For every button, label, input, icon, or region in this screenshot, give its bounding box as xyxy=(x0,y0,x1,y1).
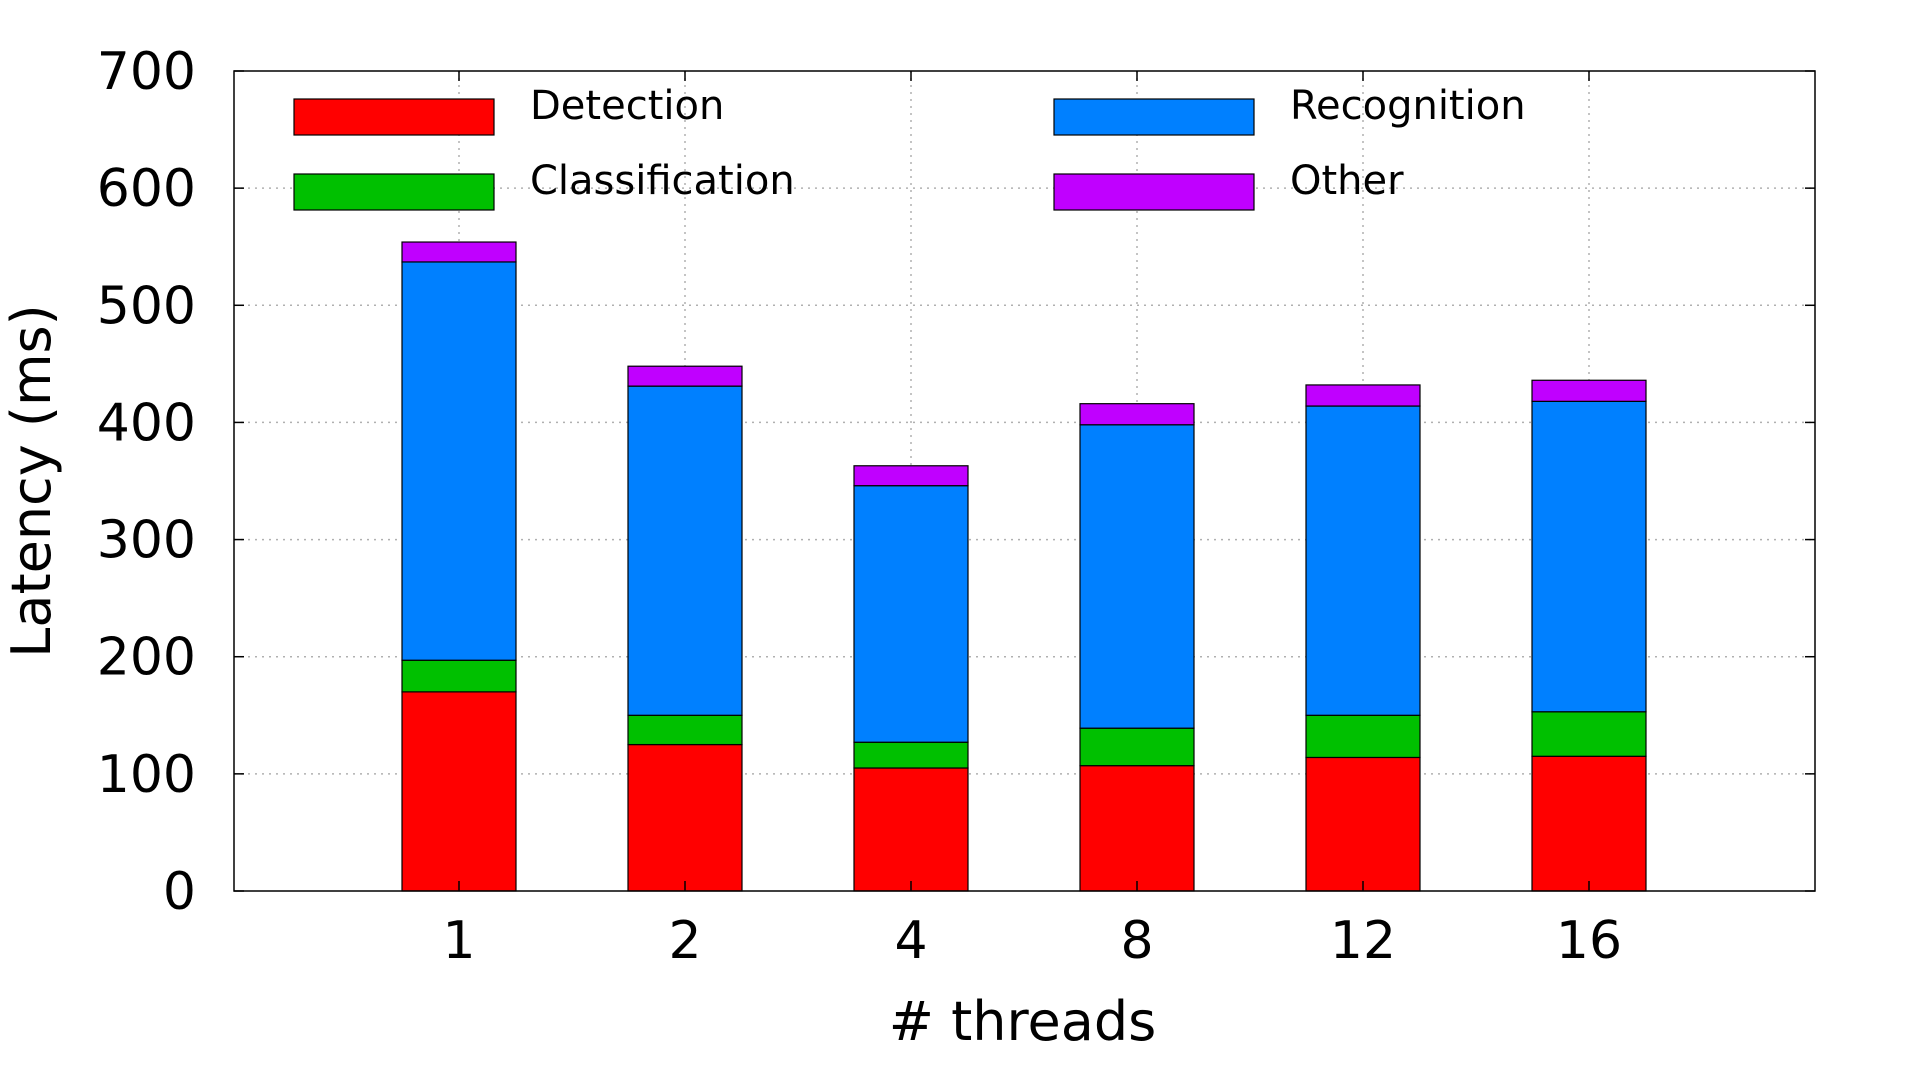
bar-segment-detection-2 xyxy=(627,743,743,892)
y-tick-labels: 0 100 200 300 400 500 600 700 xyxy=(97,42,196,922)
bar-segment-detection-16 xyxy=(1531,755,1647,892)
x-tick-labels: 1 2 4 8 12 16 xyxy=(442,911,1622,971)
y-tick-label: 300 xyxy=(97,511,196,571)
bar-segment-recognition-2 xyxy=(627,385,743,716)
x-tick-label: 12 xyxy=(1330,911,1396,971)
bar-segment-other-1 xyxy=(401,241,517,263)
bar-segment-detection-12 xyxy=(1305,756,1421,892)
x-tick-label: 16 xyxy=(1556,911,1622,971)
x-tick-label: 1 xyxy=(442,911,475,971)
y-tick-label: 600 xyxy=(97,159,196,219)
x-tick-label: 2 xyxy=(668,911,701,971)
y-tick-label: 100 xyxy=(97,745,196,805)
legend-swatch-classification xyxy=(293,173,495,211)
bar-segment-detection-8 xyxy=(1079,765,1195,892)
legend-label-classification: Classification xyxy=(530,158,795,204)
bar-segment-detection-4 xyxy=(853,767,969,892)
y-tick-label: 0 xyxy=(163,862,196,922)
bar-segment-classification-4 xyxy=(853,741,969,769)
y-tick-label: 700 xyxy=(97,42,196,102)
y-tick-label: 200 xyxy=(97,628,196,688)
bar-segment-recognition-16 xyxy=(1531,400,1647,713)
bar-segment-classification-12 xyxy=(1305,714,1421,759)
plot-frame xyxy=(233,70,1816,892)
bar-segment-other-4 xyxy=(853,465,969,487)
legend-label-other: Other xyxy=(1290,158,1404,204)
legend-label-recognition: Recognition xyxy=(1290,83,1526,129)
x-tick-label: 8 xyxy=(1120,911,1153,971)
bar-segment-recognition-4 xyxy=(853,485,969,743)
legend-label-detection: Detection xyxy=(530,83,724,129)
bar-segment-recognition-12 xyxy=(1305,405,1421,716)
bar-segment-classification-1 xyxy=(401,659,517,693)
bar-segment-classification-2 xyxy=(627,714,743,746)
bar-segment-classification-16 xyxy=(1531,711,1647,757)
bar-segment-recognition-8 xyxy=(1079,424,1195,729)
bar-segment-other-12 xyxy=(1305,384,1421,407)
legend-swatch-other xyxy=(1053,173,1255,211)
bar-segment-other-8 xyxy=(1079,403,1195,426)
bar-segment-recognition-1 xyxy=(401,261,517,661)
bar-segment-classification-8 xyxy=(1079,727,1195,767)
legend: Detection Recognition Classification Other xyxy=(293,83,1526,211)
tick-marks xyxy=(234,70,1815,892)
legend-swatch-detection xyxy=(293,98,495,136)
y-tick-label: 400 xyxy=(97,393,196,453)
x-axis-title: # threads xyxy=(889,990,1157,1053)
bar-segment-detection-1 xyxy=(401,691,517,892)
x-tick-label: 4 xyxy=(894,911,927,971)
legend-swatch-recognition xyxy=(1053,98,1255,136)
bar-segment-other-16 xyxy=(1531,379,1647,402)
bar-segment-other-2 xyxy=(627,365,743,387)
y-axis-title: Latency (ms) xyxy=(0,304,63,657)
bars xyxy=(401,241,1647,892)
y-tick-label: 500 xyxy=(97,276,196,336)
